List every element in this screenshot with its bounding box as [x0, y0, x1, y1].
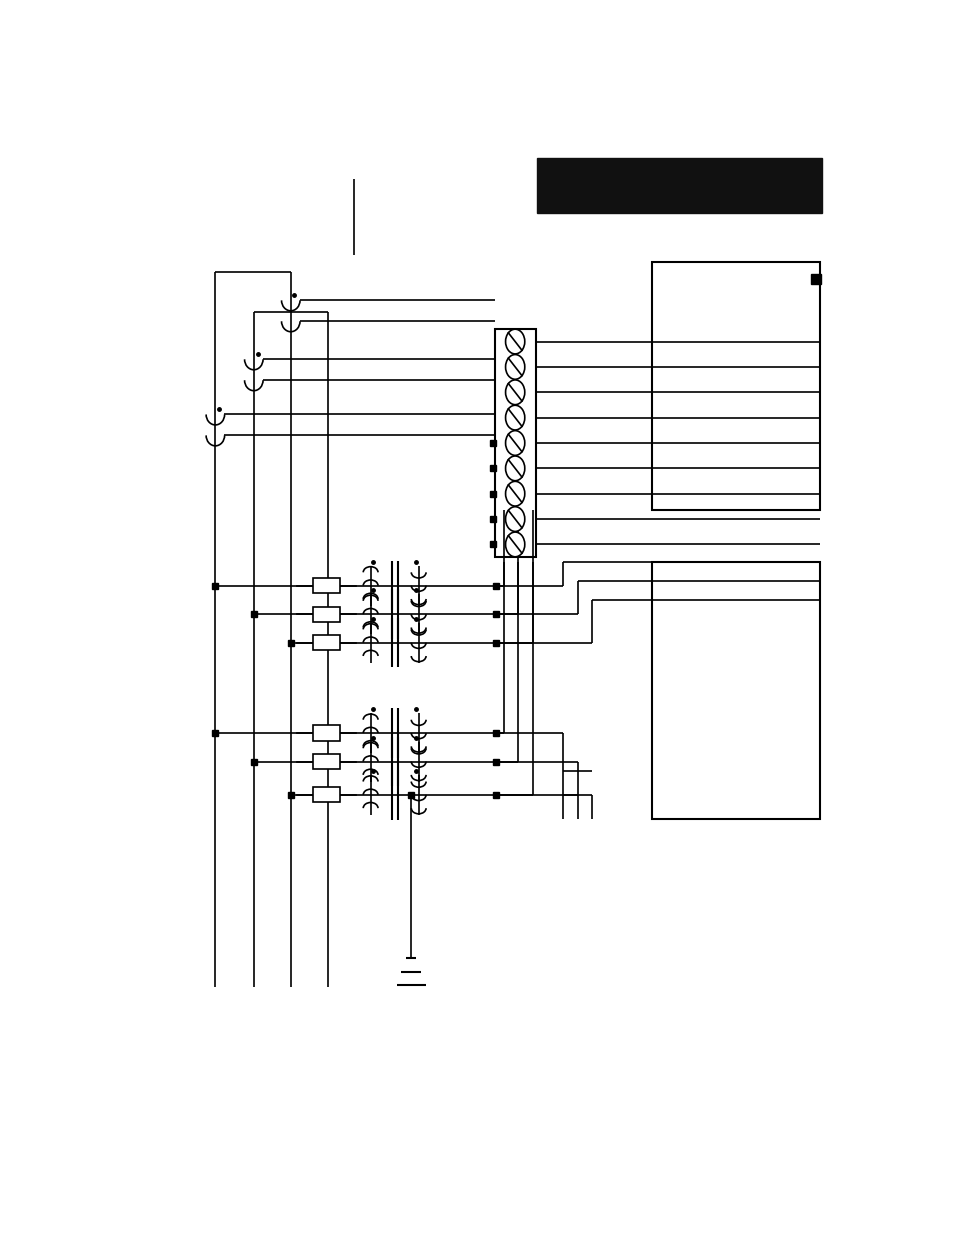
Circle shape — [505, 532, 524, 557]
Circle shape — [505, 506, 524, 531]
Bar — [313, 606, 339, 621]
Bar — [651, 562, 820, 819]
Bar — [495, 329, 535, 557]
Bar — [537, 158, 821, 212]
Circle shape — [505, 482, 524, 506]
Circle shape — [505, 330, 524, 354]
Circle shape — [505, 431, 524, 456]
Bar — [313, 635, 339, 651]
Bar — [313, 725, 339, 741]
Bar — [313, 787, 339, 803]
Circle shape — [505, 456, 524, 480]
Bar — [313, 753, 339, 769]
Circle shape — [505, 380, 524, 405]
Bar — [651, 262, 820, 510]
Circle shape — [505, 354, 524, 379]
Circle shape — [505, 405, 524, 430]
Bar — [313, 578, 339, 593]
